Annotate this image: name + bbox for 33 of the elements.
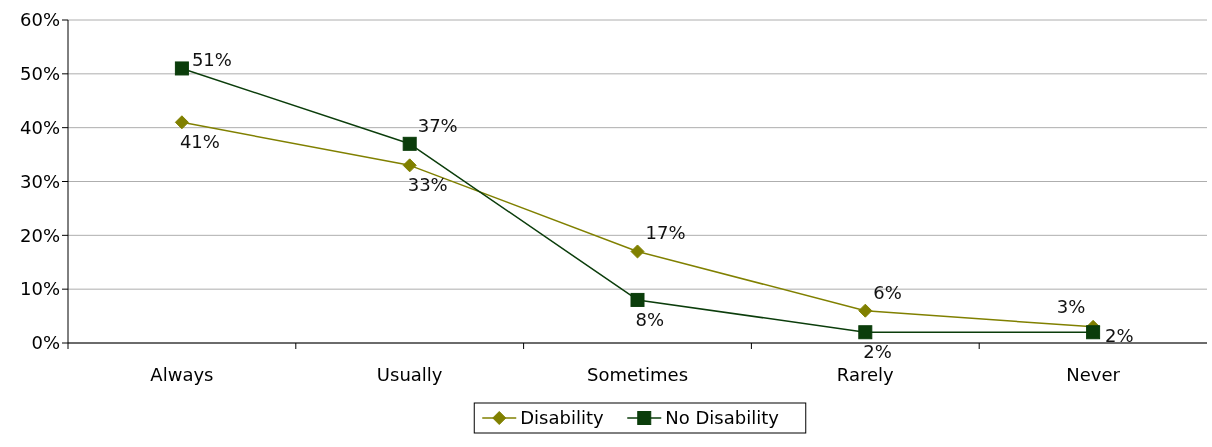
data-label: 2% [863, 341, 892, 363]
point [630, 292, 645, 307]
point [858, 303, 873, 318]
data-label: 17% [645, 222, 686, 244]
x-tick-label: Always [150, 364, 214, 385]
y-tick-label: 0% [31, 332, 60, 354]
point [1086, 325, 1101, 340]
y-tick-label: 60% [19, 9, 60, 31]
point [174, 61, 189, 76]
x-tick-label: Rarely [836, 364, 895, 385]
point [858, 325, 873, 340]
data-label: 51% [191, 49, 232, 71]
x-tick-label: Never [1066, 364, 1121, 385]
data-label: 6% [873, 281, 902, 303]
data-label: 2% [1105, 325, 1134, 347]
point [402, 158, 417, 173]
x-tick-label: Usually [376, 364, 443, 385]
point [630, 244, 645, 259]
x-tick-label: Sometimes [586, 364, 689, 385]
legend-label: Disability [520, 407, 605, 429]
data-label: 37% [417, 114, 458, 136]
y-tick-label: 20% [19, 224, 60, 246]
y-tick-label: 30% [19, 170, 60, 192]
data-label: 41% [179, 131, 220, 153]
data-label: 33% [407, 174, 448, 196]
y-tick-label: 10% [19, 278, 60, 300]
data-label: 3% [1056, 295, 1086, 317]
y-tick-label: 40% [19, 116, 60, 138]
point [402, 136, 417, 151]
legend-label: No Disability [665, 407, 780, 429]
y-tick-label: 50% [19, 63, 60, 85]
point [174, 115, 189, 130]
data-label: 8% [635, 308, 665, 330]
